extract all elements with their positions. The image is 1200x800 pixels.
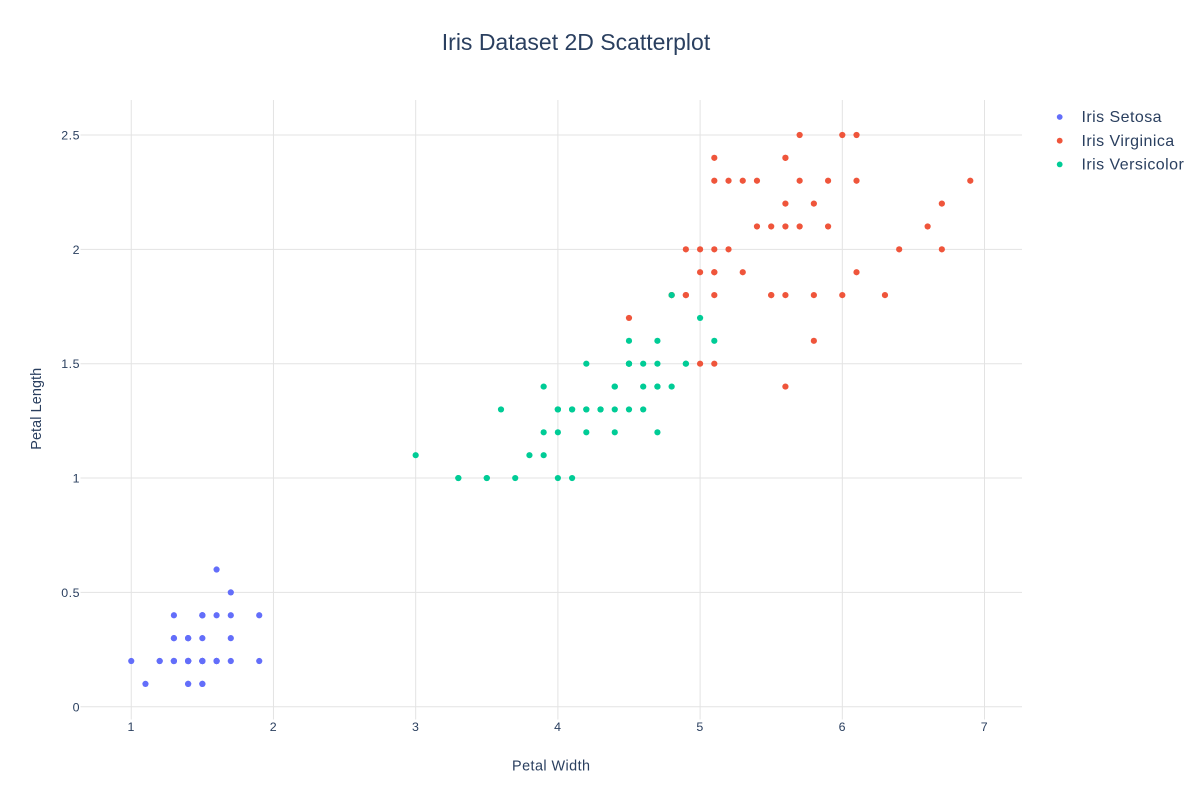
svg-text:7: 7: [981, 720, 988, 734]
svg-text:6: 6: [839, 720, 846, 734]
svg-text:Iris Versicolor: Iris Versicolor: [1082, 157, 1185, 174]
svg-text:2.5: 2.5: [61, 129, 80, 143]
svg-text:Iris Virginica: Iris Virginica: [1082, 133, 1175, 150]
svg-text:Iris Setosa: Iris Setosa: [1082, 109, 1163, 126]
svg-text:4: 4: [554, 720, 561, 734]
svg-text:Iris Dataset 2D Scatterplot: Iris Dataset 2D Scatterplot: [442, 29, 711, 55]
svg-text:0.5: 0.5: [61, 586, 80, 600]
svg-text:1: 1: [128, 720, 135, 734]
svg-text:2: 2: [270, 720, 277, 734]
svg-text:1.5: 1.5: [61, 357, 80, 371]
svg-text:Petal Length: Petal Length: [29, 368, 45, 450]
svg-text:0: 0: [73, 700, 80, 714]
svg-text:3: 3: [412, 720, 419, 734]
svg-text:2: 2: [73, 243, 80, 257]
svg-text:5: 5: [696, 720, 703, 734]
svg-text:Petal Width: Petal Width: [512, 759, 590, 775]
svg-text:1: 1: [73, 472, 80, 486]
